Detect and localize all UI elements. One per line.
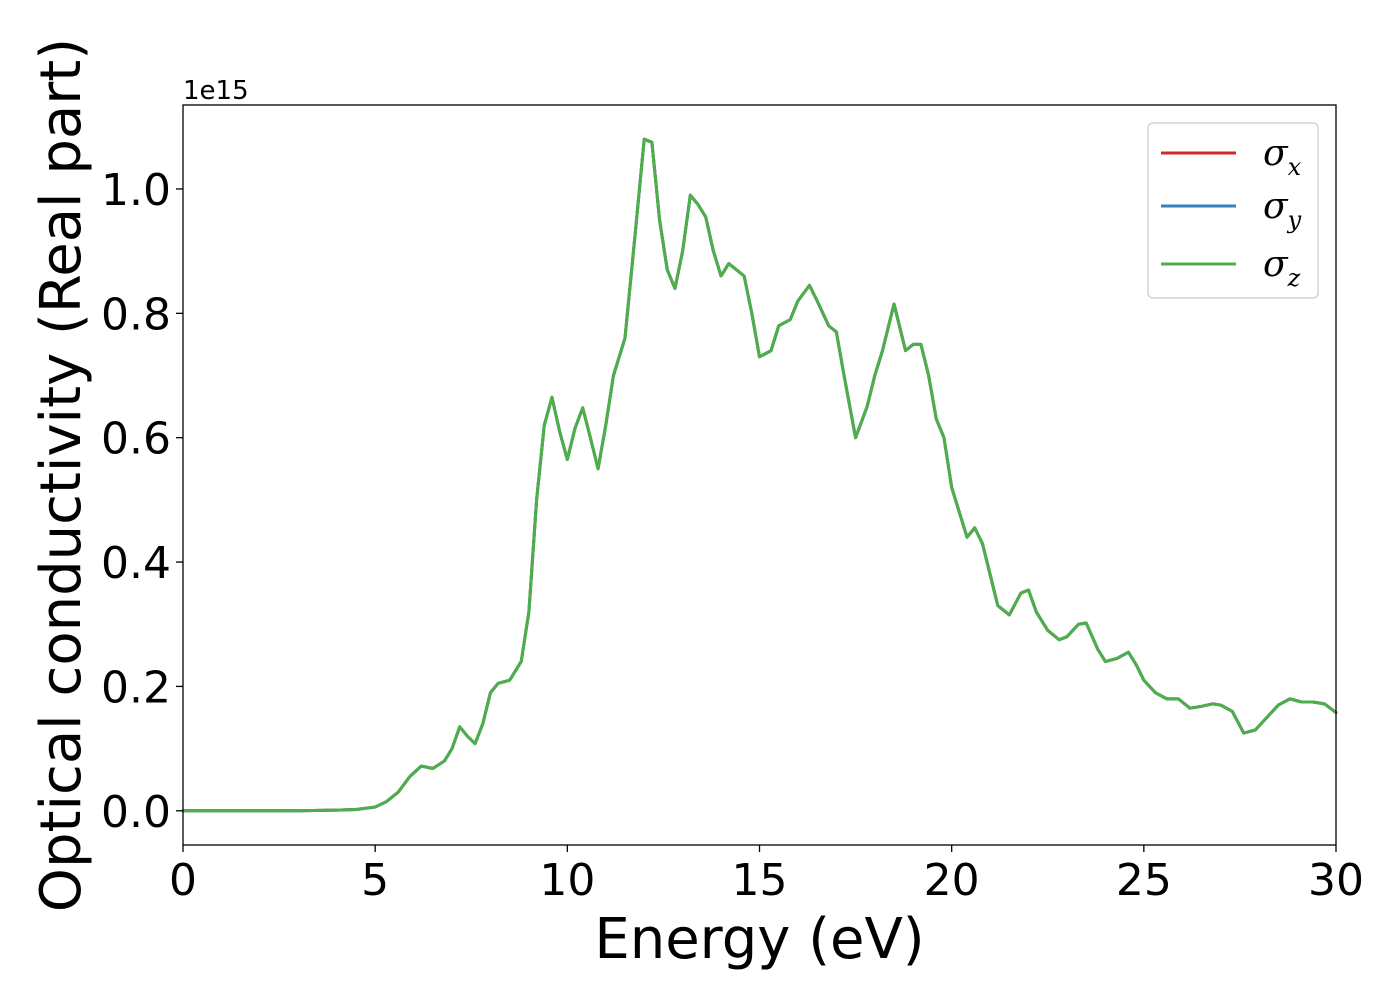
x-tick-label: 20 bbox=[924, 855, 980, 906]
y-tick-label: 1.0 bbox=[101, 165, 171, 216]
x-axis-title: Energy (eV) bbox=[594, 907, 924, 972]
legend-label-z: σz bbox=[1263, 244, 1301, 292]
legend-label-y: σy bbox=[1263, 186, 1302, 234]
x-tick-label: 10 bbox=[539, 855, 595, 906]
x-tick-label: 5 bbox=[361, 855, 389, 906]
x-tick-label: 15 bbox=[732, 855, 788, 906]
legend-label-x: σx bbox=[1263, 133, 1302, 181]
x-tick-label: 25 bbox=[1116, 855, 1172, 906]
series-layer bbox=[181, 137, 1338, 813]
x-tick-label: 0 bbox=[169, 855, 197, 906]
legend: σx σy σz bbox=[1147, 122, 1319, 299]
y-axis-title: Optical conductivity (Real part) bbox=[29, 38, 94, 912]
x-axis-ticks: 0 5 10 15 20 25 30 bbox=[169, 845, 1364, 906]
y-offset-label: 1e15 bbox=[183, 76, 249, 106]
y-tick-label: 0.0 bbox=[101, 787, 171, 838]
y-tick-label: 0.8 bbox=[101, 289, 171, 340]
y-tick-label: 0.4 bbox=[101, 538, 171, 589]
x-tick-label: 30 bbox=[1308, 855, 1364, 906]
y-axis-ticks: 0.0 0.2 0.4 0.6 0.8 1.0 bbox=[101, 165, 183, 838]
y-tick-label: 0.2 bbox=[101, 662, 171, 713]
legend-box bbox=[1147, 122, 1319, 299]
y-tick-label: 0.6 bbox=[101, 414, 171, 465]
series-line-z bbox=[181, 137, 1338, 813]
